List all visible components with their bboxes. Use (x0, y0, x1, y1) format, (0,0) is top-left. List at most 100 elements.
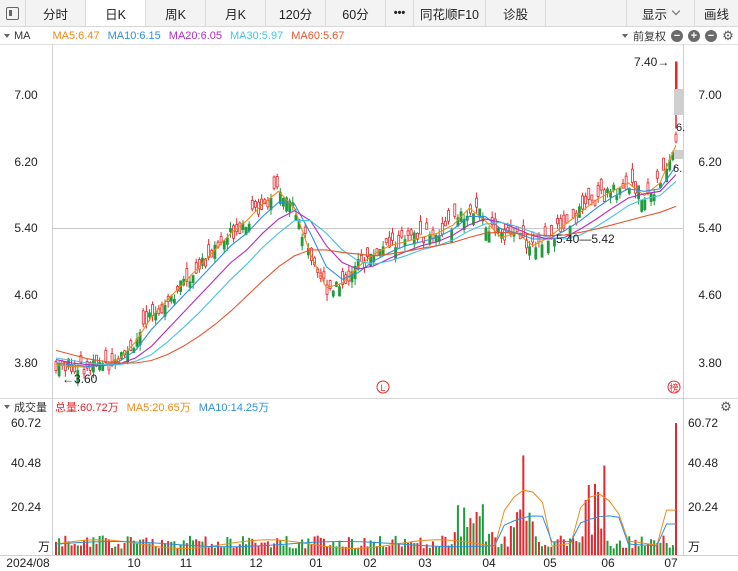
volume-bar (263, 542, 266, 555)
draw-line-button[interactable]: 画线 (694, 0, 738, 26)
volume-bar (117, 543, 120, 555)
price-tag-lower-box (674, 150, 684, 159)
volume-ma10-line (55, 515, 676, 548)
volume-bar (382, 546, 385, 555)
volume-bar (528, 512, 531, 555)
more-periods-button[interactable]: ••• (386, 0, 414, 26)
volume-bar (438, 546, 441, 555)
volume-bars (55, 423, 677, 555)
candle-body (325, 284, 329, 295)
price-tick-right: 7.00 (698, 88, 722, 102)
volume-bar (139, 539, 142, 555)
price-tag-lower: 6. (673, 163, 682, 175)
event-marker-b[interactable] (667, 380, 681, 394)
zoom-in-icon[interactable]: + (688, 29, 700, 42)
volume-bar (500, 543, 503, 555)
candle-body (419, 220, 422, 235)
volume-bar (671, 545, 674, 555)
indicator-name: MA (14, 29, 31, 42)
remove-icon[interactable]: − (705, 29, 717, 42)
volume-axis-right: 60.72 40.48 20.24 万 (688, 416, 718, 554)
volume-bar (64, 535, 67, 555)
display-dropdown[interactable]: 显示 (626, 0, 694, 26)
tab-daily-k[interactable]: 日K (86, 0, 146, 26)
candle-body (643, 199, 647, 210)
volume-bar (509, 525, 512, 555)
date-tick: 07 (664, 556, 678, 570)
volume-bar (581, 536, 584, 555)
volume-bar (547, 546, 550, 555)
candle-body (503, 228, 507, 241)
price-tag-upper-box (674, 89, 684, 115)
tab-f10[interactable]: 同花顺F10 (414, 0, 486, 26)
candle-body (359, 255, 363, 263)
tab-intraday[interactable]: 分时 (26, 0, 86, 26)
candle-body (272, 176, 276, 189)
volume-total: 总量:60.72万 (55, 402, 119, 414)
candle-body (416, 233, 419, 240)
candle-body (590, 194, 594, 201)
volume-bar (164, 543, 167, 555)
volume-bar (254, 542, 257, 555)
tab-diagnosis[interactable]: 诊股 (486, 0, 546, 26)
tab-120min[interactable]: 120分 (266, 0, 326, 26)
date-tick: 04 (482, 556, 496, 570)
volume-indicator-bar: 成交量 总量:60.72万 MA5:20.65万 MA10:14.25万 ⚙ (0, 398, 738, 415)
volume-bar (350, 539, 353, 555)
volume-bar (637, 546, 640, 555)
candle-body (487, 231, 491, 243)
candle-body (540, 244, 544, 258)
candle-body (294, 214, 298, 221)
volume-bar (565, 546, 568, 555)
tab-60min[interactable]: 60分 (326, 0, 386, 26)
candle-body (366, 247, 369, 257)
price-tag-upper: 6. (676, 122, 685, 134)
gear-icon[interactable]: ⚙ (722, 27, 734, 43)
event-marker-l[interactable] (376, 380, 390, 394)
volume-bar (460, 536, 463, 555)
tab-monthly-k[interactable]: 月K (206, 0, 266, 26)
volume-bar (201, 541, 204, 555)
volume-bar (61, 546, 64, 555)
volume-bar (257, 545, 260, 555)
candle-body (534, 247, 538, 260)
ma-line-ma60 (55, 205, 677, 364)
tab-weekly-k[interactable]: 周K (146, 0, 206, 26)
candle-body (475, 197, 479, 208)
volume-bar (294, 548, 297, 555)
volume-bar (304, 548, 307, 555)
candle-body (188, 281, 192, 288)
sidebar-toggle-button[interactable] (0, 0, 26, 26)
adjust-mode-select[interactable]: 前复权 (633, 30, 666, 43)
candle-body (409, 229, 413, 236)
volume-bar (444, 536, 447, 555)
candle-body (54, 361, 58, 371)
volume-bar (516, 512, 519, 555)
volume-bar (397, 543, 400, 555)
zoom-out-icon[interactable]: − (671, 29, 683, 42)
volume-bar (67, 541, 70, 555)
gear-icon[interactable]: ⚙ (720, 399, 732, 414)
indicator-selector[interactable]: MA (4, 30, 31, 42)
volume-bar (288, 547, 291, 555)
candle-body (640, 199, 644, 212)
price-tick-right: 3.80 (698, 356, 722, 370)
candle-body (266, 199, 270, 208)
candle-body (353, 266, 357, 279)
candle-body (571, 209, 575, 219)
price-tick-left: 3.80 (14, 356, 38, 370)
volume-bar (176, 548, 179, 555)
volume-bar (145, 537, 148, 555)
candle-body (497, 227, 500, 232)
volume-bar (431, 541, 434, 555)
candle-body (194, 262, 198, 274)
volume-bar (410, 541, 413, 555)
volume-indicator-selector[interactable]: 成交量 (4, 399, 47, 415)
volume-bar (525, 520, 528, 555)
date-tick: 02 (363, 556, 377, 570)
date-tick: 2024/08 (6, 556, 50, 570)
candle-body (462, 218, 466, 231)
candle-body (447, 210, 450, 222)
volume-bar (441, 535, 444, 555)
